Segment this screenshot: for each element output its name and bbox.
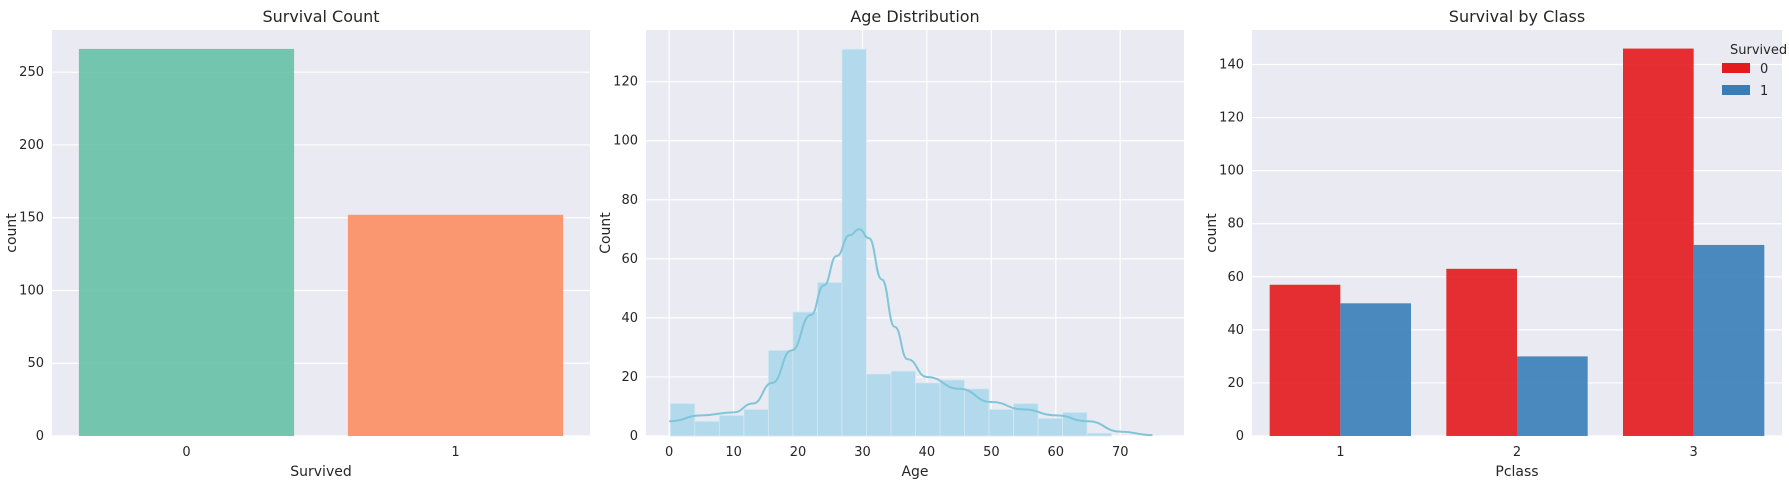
x-tick-label: 40: [919, 445, 936, 460]
x-tick-label: 10: [725, 445, 742, 460]
bar-0: [78, 48, 295, 436]
x-axis-label: Survived: [290, 464, 351, 480]
y-tick-label: 0: [630, 429, 638, 444]
x-axis-label: Pclass: [1495, 464, 1538, 480]
y-tick-label: 100: [613, 134, 638, 149]
histogram-bar: [767, 349, 794, 437]
grouped-bars: [1269, 48, 1765, 436]
y-tick-labels: 0 20 40 60 80 100 120 140: [1219, 57, 1244, 444]
bar-1: [347, 214, 564, 436]
x-tick-label: 60: [1048, 445, 1065, 460]
x-tick-labels: 1 2 3: [1336, 445, 1698, 460]
y-tick-label: 100: [19, 283, 44, 298]
y-tick-label: 120: [1219, 111, 1244, 126]
histogram-bar: [890, 370, 916, 437]
y-tick-label: 120: [613, 75, 638, 90]
bar-class-1-survived-0: [1269, 284, 1341, 436]
histogram-bar: [743, 409, 769, 437]
y-tick-label: 50: [27, 356, 44, 371]
y-tick-label: 40: [621, 311, 638, 326]
y-tick-label: 20: [621, 370, 638, 385]
legend: Survived 0 1: [1722, 43, 1787, 99]
y-tick-label: 200: [19, 138, 44, 153]
x-tick-label: 1: [451, 445, 459, 460]
survival-by-class-chart: 1 2 3 0 20 40 60 80 100 120 140 Survival by Class…: [1204, 7, 1787, 480]
legend-title: Survived: [1730, 43, 1787, 58]
x-tick-label: 0: [665, 445, 673, 460]
y-tick-label: 20: [1227, 376, 1244, 391]
kde-curve: [669, 228, 1153, 437]
y-tick-label: 0: [1236, 429, 1244, 444]
y-axis-label: Count: [598, 212, 614, 254]
histogram-bar: [915, 382, 941, 437]
x-tick-labels: 0 10 20 30 40 50 60 70: [665, 445, 1128, 460]
age-distribution-chart: 0 10 20 30 40 50 60 70 0 20 40 60 80 100 120 Age Dist…: [598, 7, 1184, 480]
bars: [78, 48, 564, 436]
chart-title: Survival by Class: [1449, 7, 1585, 26]
x-tick-label: 1: [1336, 445, 1344, 460]
histogram-bar: [792, 311, 818, 437]
y-tick-label: 250: [19, 65, 44, 80]
x-tick-label: 70: [1112, 445, 1129, 460]
histogram-bar: [866, 373, 892, 437]
histogram-bar: [1062, 411, 1088, 437]
histogram-bar: [1037, 417, 1063, 437]
x-tick-label: 3: [1690, 445, 1698, 460]
x-axis-label: Age: [901, 464, 928, 480]
bar-class-2-survived-1: [1517, 356, 1588, 436]
histogram-bar: [841, 48, 867, 437]
bar-class-3-survived-0: [1623, 48, 1694, 436]
histogram-bar: [694, 420, 720, 437]
bar-class-2-survived-0: [1446, 268, 1517, 436]
legend-swatch-1: [1722, 85, 1750, 95]
x-tick-label: 50: [983, 445, 1000, 460]
bar-class-3-survived-1: [1693, 244, 1765, 436]
histogram-bar: [1086, 432, 1112, 437]
y-axis-label: count: [4, 213, 20, 253]
y-tick-label: 100: [1219, 164, 1244, 179]
x-tick-label: 0: [182, 445, 190, 460]
y-tick-label: 40: [1227, 323, 1244, 338]
legend-swatch-0: [1722, 63, 1750, 73]
y-axis-label: count: [1204, 213, 1220, 253]
y-tick-label: 140: [1219, 57, 1244, 72]
histogram-bar: [816, 282, 843, 437]
y-tick-label: 150: [19, 211, 44, 226]
x-tick-label: 20: [790, 445, 807, 460]
legend-label-0: 0: [1760, 62, 1768, 77]
y-tick-label: 0: [36, 429, 44, 444]
plot-area: [646, 30, 1184, 436]
y-tick-label: 80: [1227, 217, 1244, 232]
histogram-bar: [718, 414, 745, 437]
legend-label-1: 1: [1760, 84, 1768, 99]
chart-title: Survival Count: [262, 7, 379, 26]
bar-class-1-survived-1: [1340, 303, 1411, 436]
x-tick-label: 2: [1513, 445, 1521, 460]
y-tick-labels: 0 50 100 150 200 250: [19, 65, 44, 444]
x-tick-label: 30: [854, 445, 871, 460]
y-tick-labels: 0 20 40 60 80 100 120: [613, 75, 638, 444]
y-tick-label: 60: [1227, 270, 1244, 285]
chart-title: Age Distribution: [850, 7, 979, 26]
histogram-bar: [988, 409, 1014, 437]
y-tick-label: 60: [621, 252, 638, 267]
y-tick-label: 80: [621, 193, 638, 208]
